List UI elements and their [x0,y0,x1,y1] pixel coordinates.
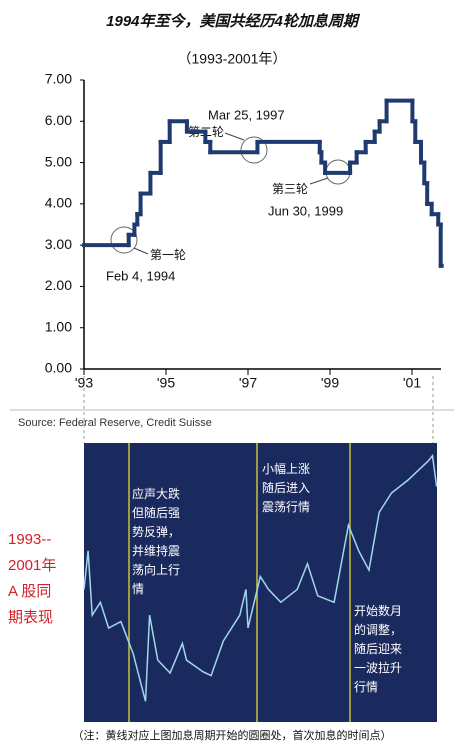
x-tick-label: '95 [157,375,175,391]
side-label: A 股同 [8,583,51,600]
y-tick-label: 7.00 [45,71,72,87]
x-tick-label: '97 [239,375,257,391]
annotation-date: Feb 4, 1994 [106,268,175,283]
note: 荡向上行 [132,562,180,577]
x-tick-label: '93 [75,375,93,391]
note: 开始数月 [354,603,402,618]
subtitle: （1993-2001年） [178,51,287,67]
annotation-date: Mar 25, 1997 [208,107,285,122]
note: 但随后强 [132,505,180,520]
x-tick-label: '01 [403,375,421,391]
y-tick-label: 0.00 [45,360,72,376]
note: 随后迎来 [354,641,402,656]
side-label: 1993-- [8,531,51,548]
highlight-circle [110,226,138,254]
note: 随后进入 [262,480,310,495]
note: 小幅上涨 [262,461,310,476]
note: 一波拉升 [354,660,402,675]
y-tick-label: 6.00 [45,112,72,128]
note: 行情 [354,680,378,694]
y-tick-label: 3.00 [45,236,72,252]
connector [224,132,245,141]
stock-panel [84,443,437,722]
footnote: （注：黄线对应上图加息周期开始的圆圈处，首次加息的时间点） [73,728,392,742]
y-tick-label: 1.00 [45,318,72,334]
source: Source: Federal Reserve, Credit Suisse [18,417,212,429]
title: 1994年至今，美国共经历4轮加息周期 [106,12,361,30]
connector [133,247,149,255]
annotation-date: Jun 30, 1999 [268,203,343,218]
highlight-circle [240,136,268,164]
side-label: 期表现 [8,609,53,626]
index-line [83,453,438,702]
note: 情 [132,582,144,596]
note: 并维持震 [132,543,180,558]
y-tick-label: 2.00 [45,277,72,293]
annotation-round: 第一轮 [150,248,186,262]
note: 的调整， [354,622,402,637]
annotation-round: 第三轮 [272,182,308,196]
side-label: 2001年 [8,557,56,574]
note: 势反弹， [132,525,180,539]
x-tick-label: '99 [321,375,339,391]
note: 应声大跌 [132,486,180,501]
y-tick-label: 5.00 [45,153,72,169]
connector [309,177,329,185]
note: 震荡行情 [262,500,310,514]
y-tick-label: 4.00 [45,195,72,211]
